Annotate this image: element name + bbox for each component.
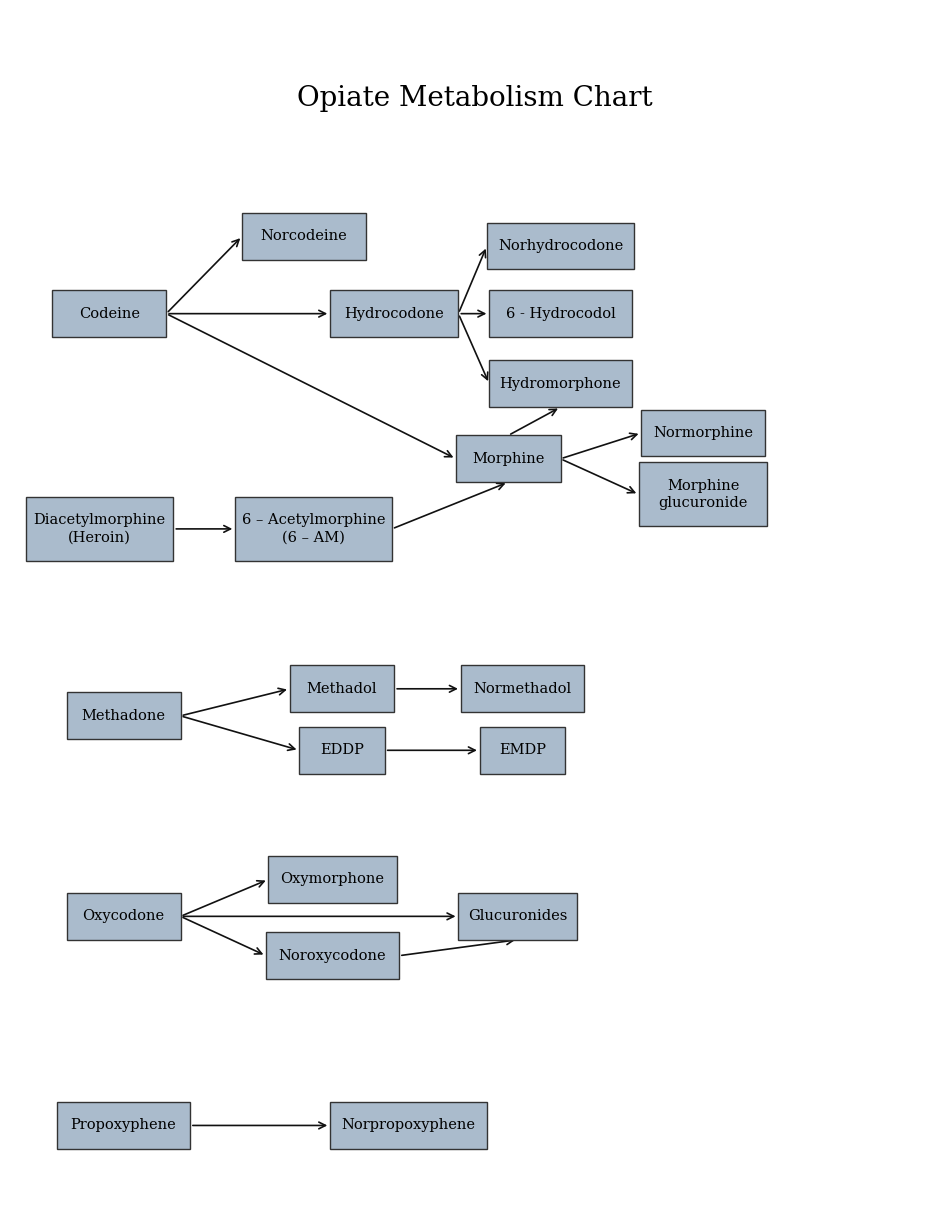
FancyBboxPatch shape xyxy=(266,932,399,979)
Text: Diacetylmorphine
(Heroin): Diacetylmorphine (Heroin) xyxy=(33,513,166,545)
Text: Morphine: Morphine xyxy=(472,451,544,466)
FancyBboxPatch shape xyxy=(268,856,397,903)
Text: Norpropoxyphene: Norpropoxyphene xyxy=(341,1118,476,1133)
Text: Normethadol: Normethadol xyxy=(473,681,572,696)
Text: Morphine
glucuronide: Morphine glucuronide xyxy=(658,478,748,510)
Text: Noroxycodone: Noroxycodone xyxy=(278,948,387,963)
FancyBboxPatch shape xyxy=(461,665,584,712)
Text: 6 - Hydrocodol: 6 - Hydrocodol xyxy=(505,306,616,321)
Text: Oxycodone: Oxycodone xyxy=(83,909,164,924)
FancyBboxPatch shape xyxy=(66,692,180,739)
FancyBboxPatch shape xyxy=(459,893,578,940)
Text: Methadone: Methadone xyxy=(82,708,165,723)
Text: Hydrocodone: Hydrocodone xyxy=(344,306,444,321)
FancyBboxPatch shape xyxy=(236,497,391,561)
FancyBboxPatch shape xyxy=(641,410,765,456)
Text: Hydromorphone: Hydromorphone xyxy=(500,376,621,391)
FancyBboxPatch shape xyxy=(331,290,458,337)
FancyBboxPatch shape xyxy=(52,290,166,337)
FancyBboxPatch shape xyxy=(290,665,394,712)
Text: Oxymorphone: Oxymorphone xyxy=(280,872,385,887)
Text: Norhydrocodone: Norhydrocodone xyxy=(498,239,623,253)
FancyBboxPatch shape xyxy=(57,1102,190,1149)
Text: EDDP: EDDP xyxy=(320,743,364,758)
Text: Methadol: Methadol xyxy=(307,681,377,696)
Text: Propoxyphene: Propoxyphene xyxy=(70,1118,177,1133)
FancyBboxPatch shape xyxy=(480,727,565,774)
Text: Codeine: Codeine xyxy=(79,306,140,321)
FancyBboxPatch shape xyxy=(456,435,560,482)
FancyBboxPatch shape xyxy=(489,360,632,407)
FancyBboxPatch shape xyxy=(331,1102,486,1149)
FancyBboxPatch shape xyxy=(489,290,632,337)
FancyBboxPatch shape xyxy=(242,213,366,260)
FancyBboxPatch shape xyxy=(299,727,385,774)
Text: Normorphine: Normorphine xyxy=(653,426,753,440)
Text: Norcodeine: Norcodeine xyxy=(260,229,348,244)
Text: 6 – Acetylmorphine
(6 – AM): 6 – Acetylmorphine (6 – AM) xyxy=(241,513,386,545)
FancyBboxPatch shape xyxy=(638,462,768,526)
FancyBboxPatch shape xyxy=(66,893,180,940)
Text: Glucuronides: Glucuronides xyxy=(468,909,567,924)
Text: Opiate Metabolism Chart: Opiate Metabolism Chart xyxy=(297,85,653,112)
FancyBboxPatch shape xyxy=(26,497,173,561)
Text: EMDP: EMDP xyxy=(499,743,546,758)
FancyBboxPatch shape xyxy=(486,223,635,269)
